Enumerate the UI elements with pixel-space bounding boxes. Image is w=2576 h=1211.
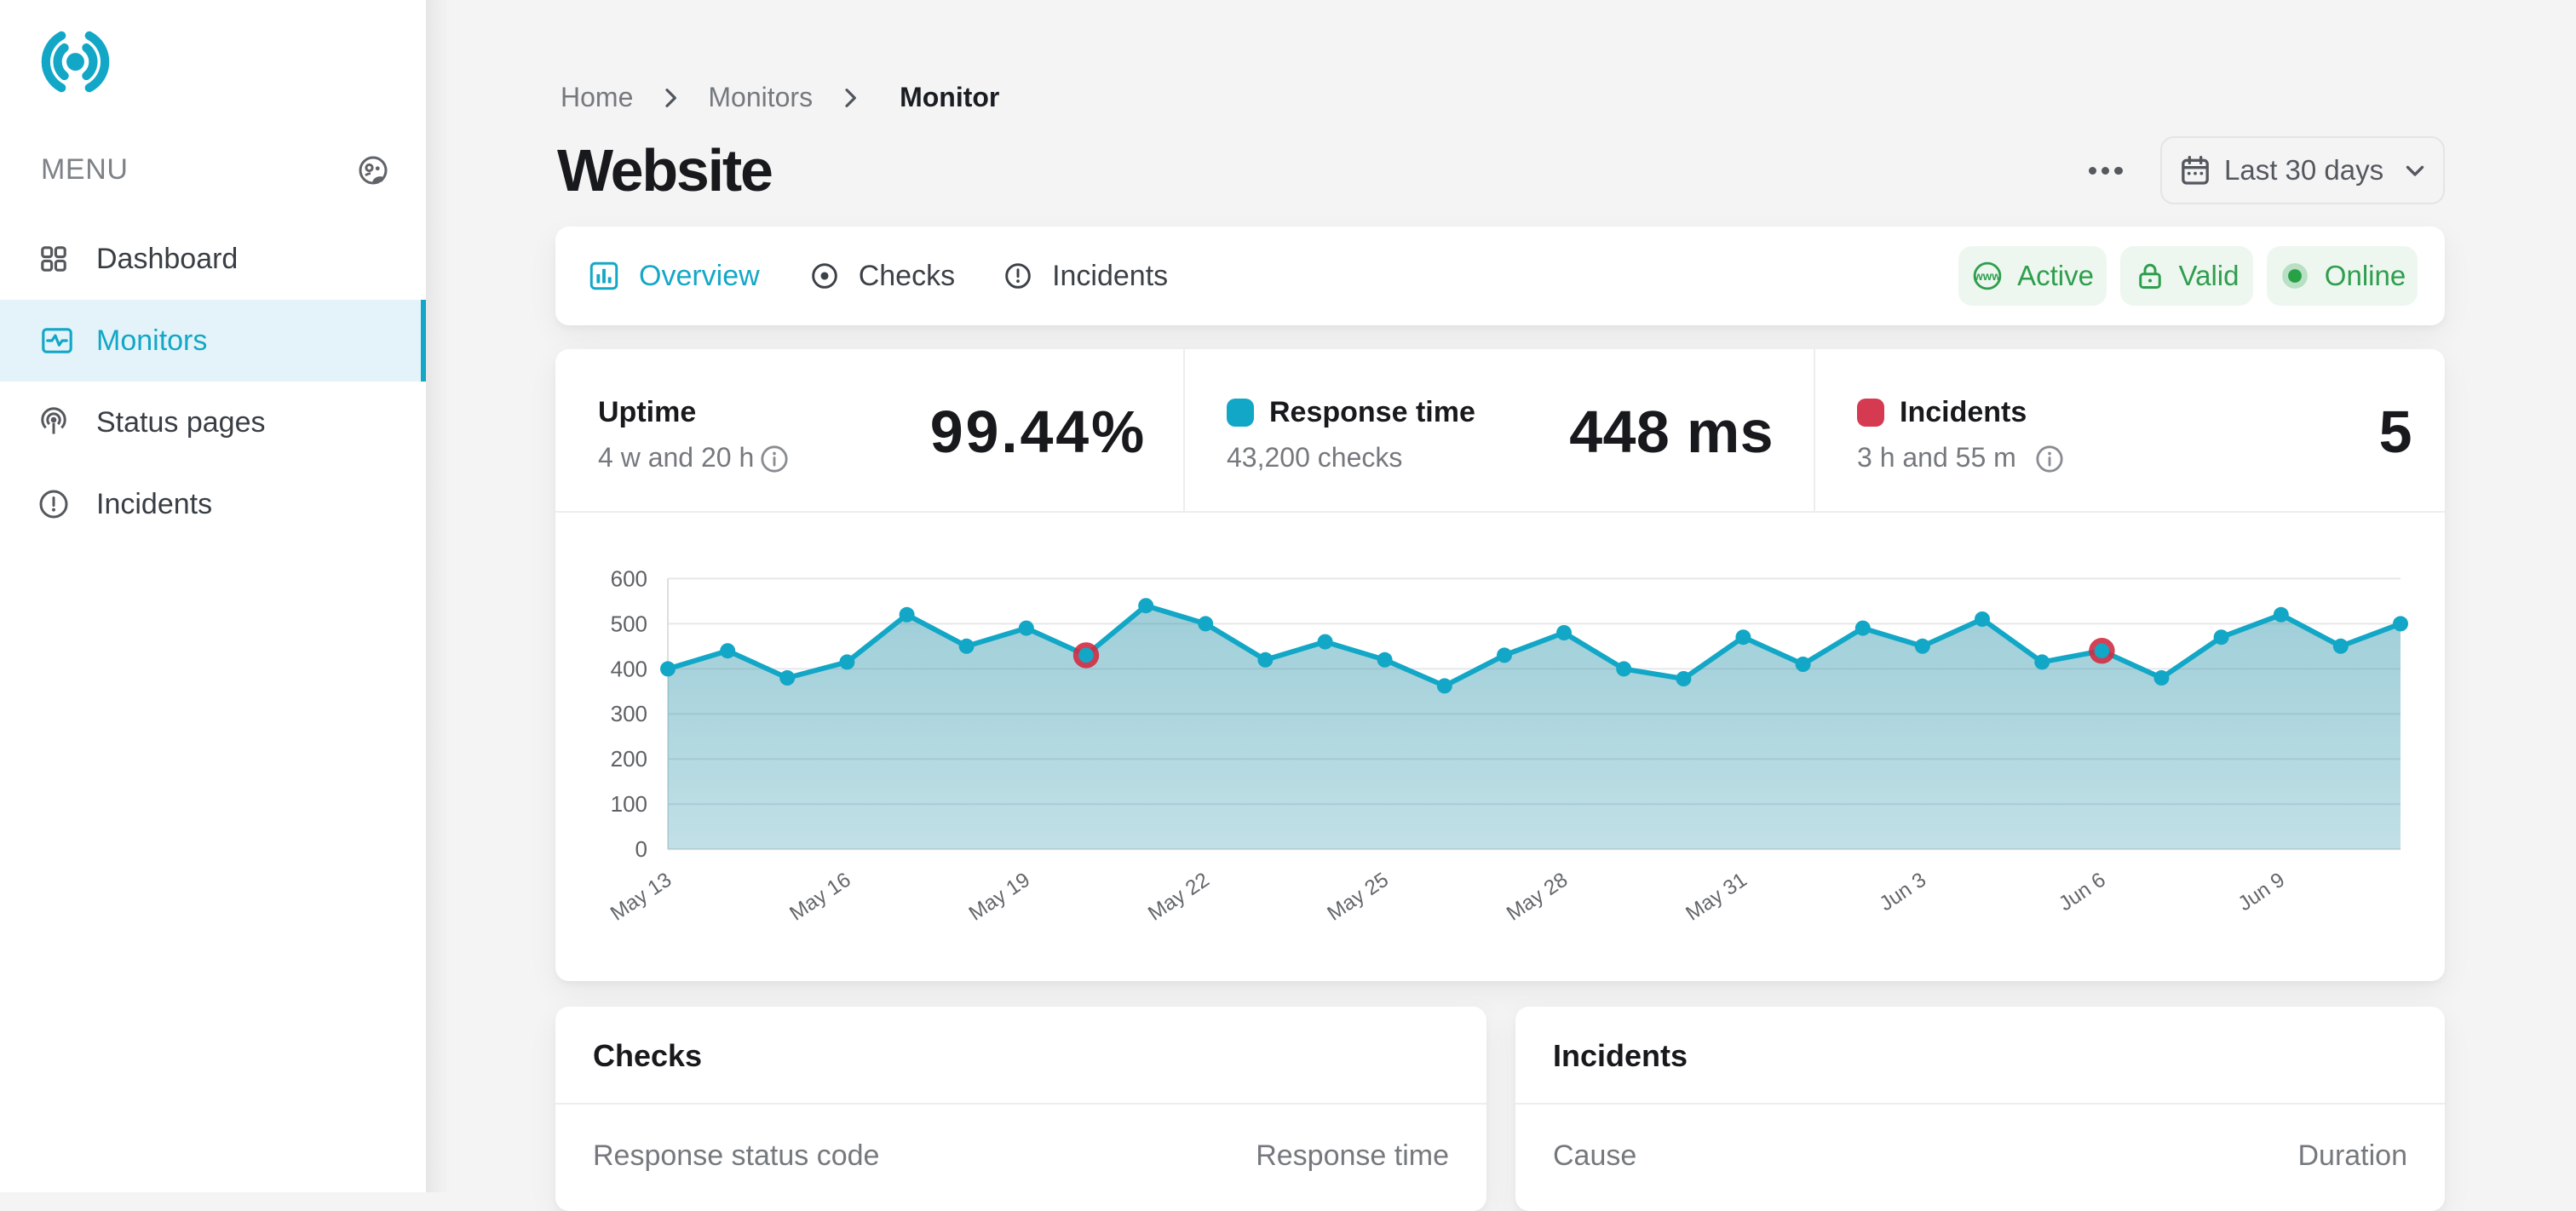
svg-text:May 13: May 13 xyxy=(607,869,676,926)
svg-text:Jun 6: Jun 6 xyxy=(2055,869,2110,916)
svg-text:May 19: May 19 xyxy=(965,869,1034,926)
svg-text:600: 600 xyxy=(611,565,647,591)
svg-text:500: 500 xyxy=(611,611,647,636)
svg-text:300: 300 xyxy=(611,701,647,726)
svg-text:400: 400 xyxy=(611,656,647,681)
svg-text:200: 200 xyxy=(611,746,647,772)
svg-text:May 25: May 25 xyxy=(1324,869,1393,926)
svg-text:Jun 3: Jun 3 xyxy=(1876,869,1931,916)
svg-text:100: 100 xyxy=(611,791,647,817)
svg-text:May 31: May 31 xyxy=(1682,869,1751,926)
svg-text:0: 0 xyxy=(635,836,647,862)
svg-text:May 16: May 16 xyxy=(785,869,854,926)
svg-text:Jun 9: Jun 9 xyxy=(2234,869,2290,916)
svg-text:www: www xyxy=(1973,270,2001,283)
svg-text:May 28: May 28 xyxy=(1503,869,1572,926)
svg-text:May 22: May 22 xyxy=(1144,869,1213,926)
